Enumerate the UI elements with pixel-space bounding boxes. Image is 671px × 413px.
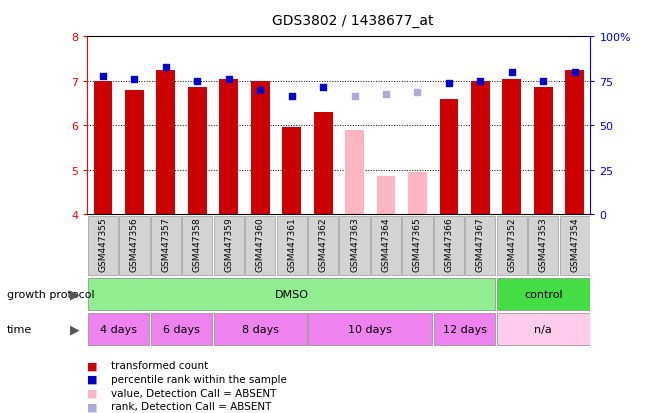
Text: GSM447359: GSM447359: [224, 217, 234, 272]
Bar: [156, 71, 175, 215]
Bar: [565, 71, 584, 215]
Text: ■: ■: [87, 374, 98, 384]
Bar: [88, 278, 495, 311]
Point: [349, 94, 360, 100]
Bar: [188, 88, 207, 215]
Bar: [88, 216, 118, 275]
Bar: [214, 313, 307, 346]
Bar: [560, 216, 590, 275]
Text: rank, Detection Call = ABSENT: rank, Detection Call = ABSENT: [111, 401, 271, 411]
Text: GSM447366: GSM447366: [444, 217, 454, 272]
Bar: [371, 216, 401, 275]
Point: [570, 69, 580, 76]
Text: GSM447357: GSM447357: [161, 217, 170, 272]
Bar: [497, 278, 590, 311]
Bar: [276, 216, 307, 275]
Bar: [151, 216, 181, 275]
Point: [255, 87, 266, 94]
Bar: [497, 313, 590, 346]
Bar: [245, 216, 275, 275]
Bar: [88, 313, 150, 346]
Text: GSM447361: GSM447361: [287, 217, 296, 272]
Text: ■: ■: [87, 401, 98, 411]
Bar: [93, 82, 113, 215]
Text: 12 days: 12 days: [443, 324, 486, 335]
Bar: [340, 216, 370, 275]
Text: GSM447365: GSM447365: [413, 217, 422, 272]
Point: [538, 78, 549, 85]
Text: 8 days: 8 days: [242, 324, 278, 335]
Point: [412, 89, 423, 96]
Text: percentile rank within the sample: percentile rank within the sample: [111, 374, 287, 384]
Bar: [308, 216, 338, 275]
Text: GSM447354: GSM447354: [570, 217, 579, 272]
Bar: [119, 216, 150, 275]
Point: [444, 81, 454, 87]
Text: GSM447352: GSM447352: [507, 217, 517, 272]
Bar: [434, 216, 464, 275]
Bar: [251, 82, 270, 215]
Point: [475, 78, 486, 85]
Text: n/a: n/a: [534, 324, 552, 335]
Text: GSM447358: GSM447358: [193, 217, 202, 272]
Text: GSM447363: GSM447363: [350, 217, 359, 272]
Text: time: time: [7, 324, 32, 335]
Text: GSM447353: GSM447353: [539, 217, 548, 272]
Text: GSM447356: GSM447356: [130, 217, 139, 272]
Text: 6 days: 6 days: [163, 324, 200, 335]
Text: ■: ■: [87, 388, 98, 398]
Point: [507, 69, 517, 76]
Bar: [465, 216, 495, 275]
Text: control: control: [524, 289, 562, 299]
Text: transformed count: transformed count: [111, 361, 208, 370]
Bar: [528, 216, 558, 275]
Point: [380, 92, 391, 98]
Text: growth protocol: growth protocol: [7, 289, 95, 299]
Text: value, Detection Call = ABSENT: value, Detection Call = ABSENT: [111, 388, 276, 398]
Bar: [213, 216, 244, 275]
Bar: [151, 313, 212, 346]
Point: [223, 76, 234, 83]
Bar: [408, 173, 427, 215]
Bar: [282, 128, 301, 215]
Point: [318, 85, 329, 92]
Text: GSM447362: GSM447362: [319, 217, 327, 272]
Bar: [403, 216, 433, 275]
Text: GSM447367: GSM447367: [476, 217, 485, 272]
Bar: [313, 113, 333, 215]
Bar: [471, 82, 490, 215]
Point: [160, 65, 171, 71]
Bar: [345, 131, 364, 215]
Bar: [308, 313, 432, 346]
Point: [97, 74, 108, 81]
Text: ▶: ▶: [70, 288, 80, 301]
Point: [287, 94, 297, 100]
Bar: [219, 79, 238, 215]
Bar: [534, 88, 553, 215]
Text: 10 days: 10 days: [348, 324, 393, 335]
Text: DMSO: DMSO: [274, 289, 309, 299]
Bar: [434, 313, 495, 346]
Bar: [440, 100, 458, 215]
Text: ▶: ▶: [70, 323, 80, 336]
Bar: [183, 216, 213, 275]
Text: 4 days: 4 days: [100, 324, 137, 335]
Text: GSM447360: GSM447360: [256, 217, 265, 272]
Text: ■: ■: [87, 361, 98, 370]
Point: [129, 76, 140, 83]
Text: GSM447355: GSM447355: [99, 217, 107, 272]
Bar: [376, 177, 395, 215]
Bar: [125, 90, 144, 215]
Bar: [503, 79, 521, 215]
Point: [192, 78, 203, 85]
Bar: [497, 216, 527, 275]
Text: GDS3802 / 1438677_at: GDS3802 / 1438677_at: [272, 14, 433, 28]
Text: GSM447364: GSM447364: [382, 217, 391, 272]
